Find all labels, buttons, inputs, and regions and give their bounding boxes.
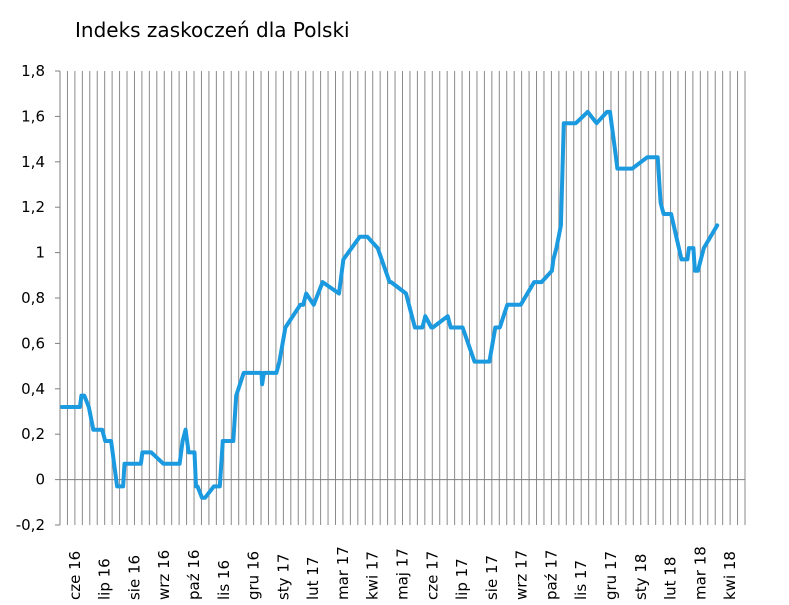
y-tick-labels: -0,2 0 0,2 0,4 0,6 0,8 1 1,2 1,4 1,6 1,8 [16, 62, 60, 534]
y-tick-label: 1 [35, 244, 45, 262]
x-tick-label: sty 17 [274, 554, 292, 600]
x-tick-label: kwi 18 [721, 551, 739, 600]
x-tick-labels: cze 16 lip 16 sie 16 wrz 16 paź 16 lis 16 gru … [66, 546, 739, 600]
y-tick-label: 1,4 [21, 153, 45, 171]
x-tick-label: gru 16 [245, 551, 263, 600]
x-tick-label: paź 16 [185, 550, 203, 600]
x-tick-label: lip 16 [96, 558, 114, 600]
y-tick-label: 0,4 [21, 380, 45, 398]
x-tick-label: lis 17 [572, 560, 590, 600]
y-tick-label: 0,6 [21, 334, 45, 352]
series-group [60, 109, 720, 500]
x-tick-label: wrz 16 [155, 550, 173, 600]
x-tick-label: lut 17 [304, 557, 322, 600]
x-tick-label: kwi 17 [364, 551, 382, 600]
x-tick-label: sty 18 [632, 554, 650, 600]
x-tick-label: lis 16 [215, 560, 233, 600]
y-tick-label: 0,8 [21, 289, 45, 307]
x-tick-label: wrz 17 [513, 550, 531, 600]
y-tick-label: 1,2 [21, 198, 45, 216]
x-tick-label: mar 18 [691, 546, 709, 600]
x-tick-label: cze 17 [423, 551, 441, 600]
x-tick-label: lip 17 [453, 558, 471, 600]
series-line [60, 109, 720, 500]
x-tick-label: gru 17 [602, 551, 620, 600]
x-tick-label: sie 17 [483, 555, 501, 600]
chart-title: Indeks zaskoczeń dla Polski [75, 18, 350, 42]
x-tick-label: mar 17 [334, 546, 352, 600]
x-tick-label: lut 18 [662, 557, 680, 600]
y-tick-label: 1,8 [21, 62, 45, 80]
y-tick-label: 0 [35, 471, 45, 489]
x-tick-label: sie 16 [125, 555, 143, 600]
x-tick-label: paź 17 [542, 550, 560, 600]
y-tick-label: 1,6 [21, 107, 45, 125]
x-tick-label: maj 17 [394, 548, 412, 600]
y-tick-label: -0,2 [16, 516, 45, 534]
y-tick-label: 0,2 [21, 425, 45, 443]
x-tick-label: cze 16 [66, 551, 84, 600]
grid-lines [59, 71, 746, 525]
